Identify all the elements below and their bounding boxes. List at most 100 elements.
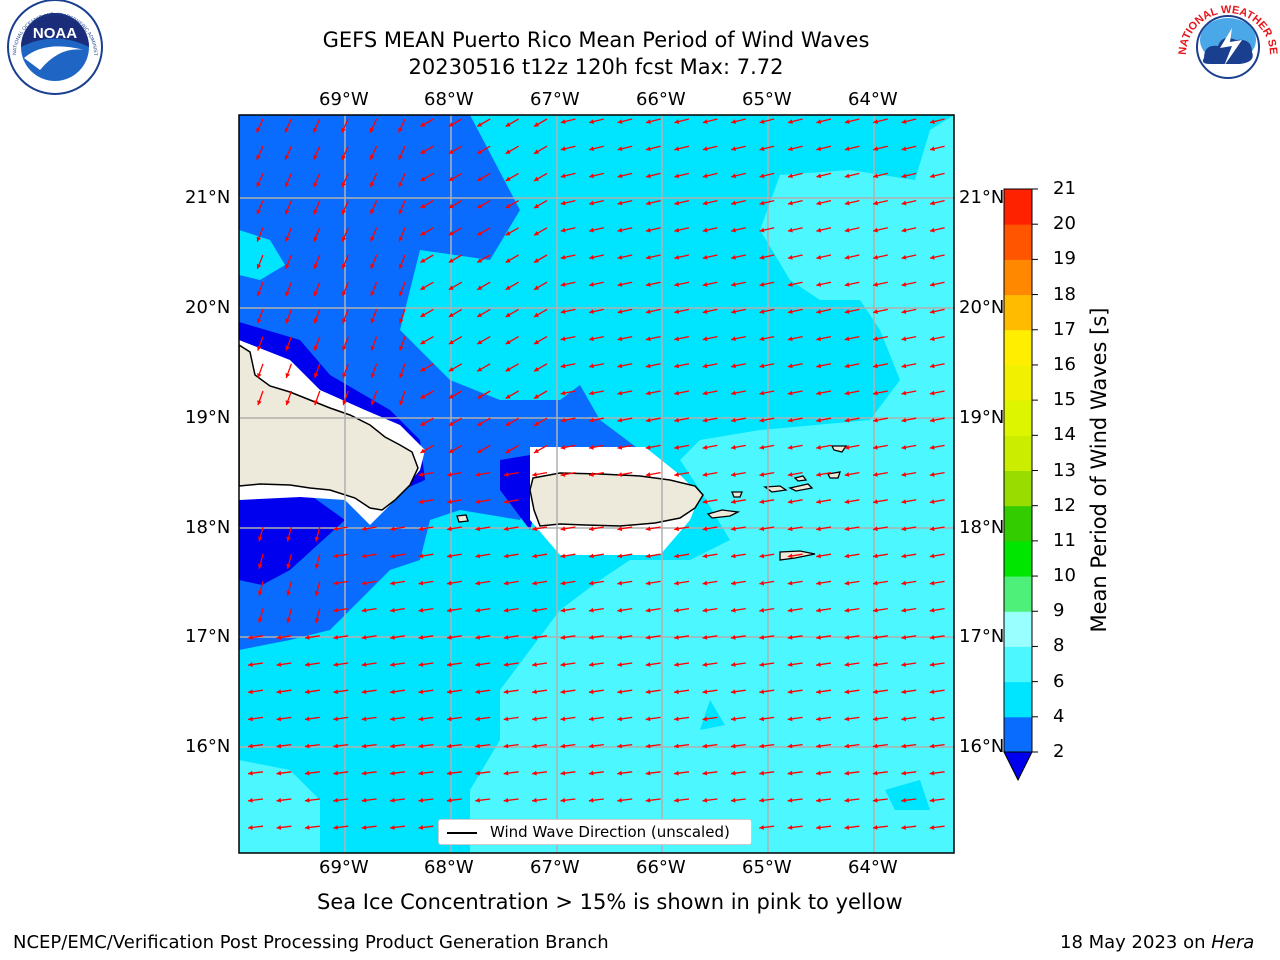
wind-wave-arrow-head	[702, 526, 708, 532]
wind-wave-arrow-head	[333, 770, 338, 776]
wind-wave-arrow-head	[475, 716, 481, 722]
wind-wave-arrow-head	[256, 263, 262, 269]
wind-wave-arrow-head	[256, 291, 262, 297]
wind-wave-arrow-head	[560, 417, 566, 423]
wind-wave-arrow-head	[674, 417, 680, 423]
wind-wave-arrow-head	[646, 146, 651, 152]
wind-wave-arrow-head	[503, 635, 509, 640]
wind-wave-arrow-head	[702, 444, 708, 450]
wind-wave-arrow-head	[390, 770, 395, 776]
wind-wave-arrow-head	[256, 236, 262, 242]
wind-wave-arrow-head	[901, 689, 907, 695]
wind-wave-arrow-head	[929, 689, 935, 695]
wind-wave-arrow-head	[420, 203, 426, 209]
wind-wave-arrow-head	[702, 282, 708, 287]
legend-line-swatch	[447, 832, 477, 834]
wind-wave-arrow-head	[256, 154, 261, 160]
wind-wave-arrow-head	[787, 689, 793, 695]
wind-wave-arrow-head	[560, 797, 566, 803]
wind-wave-arrow-head	[645, 580, 651, 586]
wind-wave-arrow-head	[901, 499, 907, 505]
lat-label-right: 20°N	[959, 297, 1005, 318]
wind-wave-arrow-head	[901, 227, 907, 233]
wind-wave-arrow-head	[446, 662, 452, 667]
wind-wave-arrow-head	[370, 182, 375, 188]
wind-wave-arrow-head	[816, 200, 822, 206]
wind-wave-arrow-head	[333, 662, 339, 667]
wind-wave-arrow-head	[901, 743, 906, 749]
wind-wave-arrow-head	[929, 282, 935, 287]
wind-wave-arrow-head	[560, 553, 566, 559]
wind-wave-arrow-head	[475, 553, 481, 559]
wind-wave-arrow-head	[257, 372, 262, 378]
wind-wave-arrow-head	[645, 689, 651, 695]
lat-label-left: 20°N	[185, 297, 231, 318]
wind-wave-arrow-head	[731, 200, 736, 206]
wind-wave-arrow-head	[645, 607, 651, 613]
wind-wave-arrow-head	[248, 825, 253, 830]
wind-wave-arrow-head	[446, 797, 452, 803]
wind-wave-arrow-head	[901, 282, 907, 287]
wind-wave-arrow-head	[534, 448, 540, 453]
wind-wave-arrow-head	[448, 367, 454, 372]
wind-wave-arrow-head	[448, 448, 454, 453]
wind-wave-arrow-head	[816, 553, 821, 559]
wind-wave-arrow-head	[702, 309, 708, 314]
colorbar-tick-label: 15	[1053, 389, 1076, 411]
wind-wave-arrow-head	[314, 536, 320, 542]
wind-wave-arrow-head	[901, 797, 906, 803]
wind-wave-arrow-head	[361, 689, 367, 695]
wind-wave-arrow-head	[674, 254, 680, 260]
wind-wave-arrow-head	[505, 176, 511, 181]
wind-wave-arrow-head	[645, 743, 651, 749]
wind-wave-arrow-head	[901, 119, 907, 124]
wind-wave-arrow-head	[759, 336, 765, 342]
wind-wave-arrow-head	[617, 716, 623, 722]
wind-wave-arrows	[248, 118, 945, 830]
wind-wave-arrow-head	[645, 363, 651, 369]
wind-wave-arrow-head	[702, 200, 708, 206]
wind-wave-arrow-head	[505, 312, 511, 317]
wind-wave-arrow-head	[930, 173, 935, 179]
wind-wave-arrow-head	[589, 282, 594, 287]
wind-wave-arrow-head	[731, 227, 736, 233]
wind-wave-arrow-head	[399, 345, 404, 351]
wind-wave-arrow-head	[420, 176, 426, 181]
wind-wave-arrow-head	[589, 553, 594, 559]
wind-wave-arrow-head	[532, 472, 537, 477]
wind-wave-arrow-head	[560, 689, 566, 695]
wind-wave-arrow-head	[873, 417, 878, 423]
wind-wave-arrow-head	[398, 154, 403, 160]
wind-wave-arrow-head	[873, 282, 878, 287]
wind-wave-arrow-head	[873, 336, 878, 342]
wind-wave-arrow-head	[475, 607, 481, 613]
wind-wave-arrow-head	[314, 618, 320, 624]
wind-wave-arrow-head	[816, 417, 822, 423]
wind-wave-arrow-head	[390, 607, 395, 613]
wind-wave-arrow-head	[285, 236, 290, 242]
wind-wave-arrow-head	[313, 345, 319, 351]
wind-wave-arrow-head	[816, 635, 821, 640]
wind-wave-arrow-head	[702, 173, 708, 179]
wind-wave-arrow-head	[731, 282, 736, 287]
wind-wave-arrow-head	[702, 797, 708, 803]
wind-wave-arrow-head	[730, 689, 736, 695]
wind-wave-arrow-head	[398, 291, 404, 297]
wind-wave-arrow-head	[588, 635, 594, 640]
wind-wave-arrow-head	[929, 200, 935, 206]
wind-wave-arrow-head	[560, 336, 566, 342]
wind-wave-arrow-head	[333, 716, 339, 722]
wind-wave-arrow-head	[844, 635, 850, 640]
nws-logo: NATIONAL WEATHER SERVICE	[0, 0, 1279, 94]
wind-wave-arrow-head	[304, 716, 310, 722]
wind-wave-arrow-head	[361, 553, 367, 559]
wind-wave-arrow-head	[759, 743, 764, 749]
wind-wave-arrow-head	[589, 200, 594, 206]
wind-wave-arrow-head	[560, 363, 566, 369]
wind-wave-arrow-head	[873, 309, 878, 314]
wind-wave-arrow-head	[759, 553, 765, 559]
wind-wave-arrow-head	[560, 662, 566, 667]
wind-wave-arrow-head	[447, 553, 452, 559]
wind-wave-arrow-head	[702, 770, 708, 776]
wind-wave-arrow-head	[369, 127, 375, 133]
